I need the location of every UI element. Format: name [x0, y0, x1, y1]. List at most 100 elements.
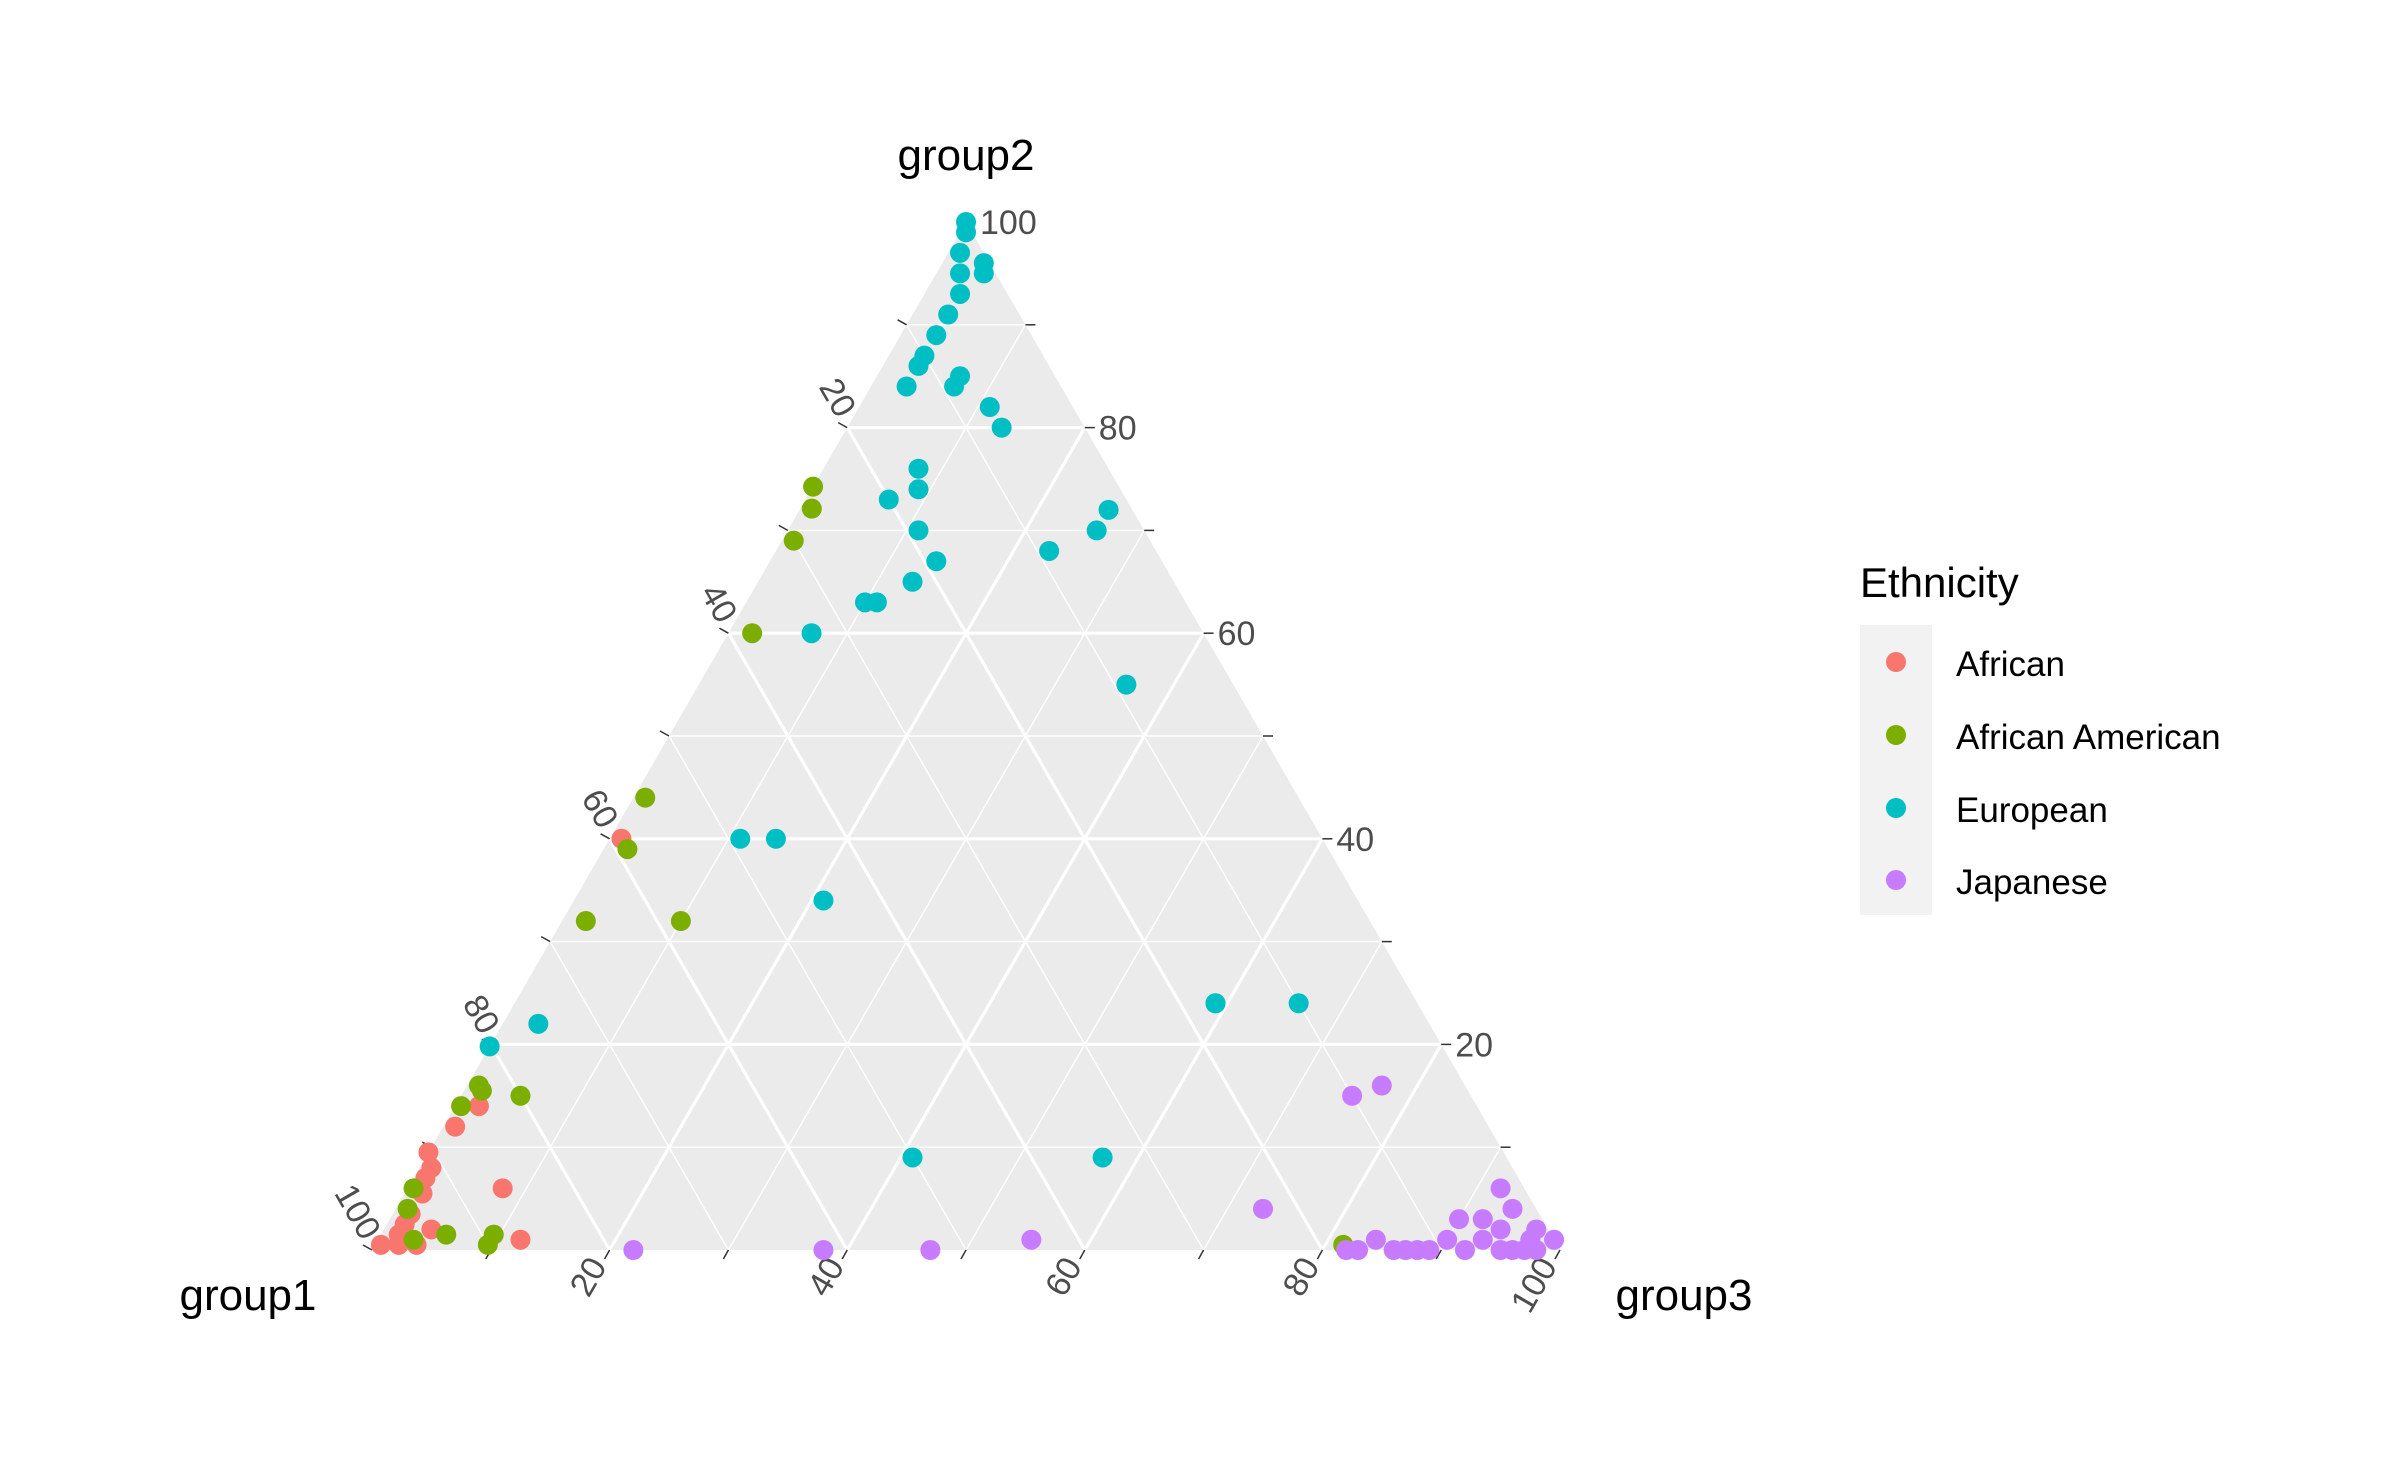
legend-item-european: European: [1886, 791, 2108, 830]
minor-grid-line: [549, 941, 730, 1251]
tick-label-group2: 20: [1455, 1026, 1493, 1064]
tick-label-group3: 100: [1504, 1251, 1565, 1319]
point-european: [878, 489, 899, 510]
point-african-american: [403, 1178, 424, 1199]
point-african-american: [635, 787, 656, 808]
point-european: [1288, 993, 1309, 1014]
tick-mark: [600, 833, 610, 840]
point-african: [445, 1116, 466, 1137]
point-japanese: [1371, 1075, 1392, 1096]
point-european: [956, 222, 976, 243]
point-african-american: [783, 530, 804, 551]
legend-item-african-american: African American: [1886, 718, 2221, 757]
legend-key-african: [1886, 652, 1906, 672]
tick-mark: [778, 524, 789, 532]
point-japanese: [1253, 1198, 1273, 1219]
point-japanese: [1490, 1240, 1511, 1260]
point-african-american: [617, 839, 638, 860]
minor-grid-line: [1202, 941, 1383, 1251]
legend-label-european: European: [1956, 791, 2108, 830]
tick-marks: [362, 221, 1561, 1260]
tick-mark: [540, 935, 551, 943]
point-european: [908, 355, 929, 376]
point-japanese: [1454, 1240, 1475, 1260]
point-african-american: [436, 1224, 457, 1245]
point-european: [479, 1036, 500, 1057]
point-japanese: [1490, 1178, 1511, 1199]
point-european: [1116, 674, 1137, 695]
point-european: [1092, 1147, 1113, 1168]
tick-mark: [1079, 1249, 1086, 1260]
data-points: [370, 212, 1565, 1260]
point-japanese: [1490, 1219, 1511, 1240]
point-japanese: [1336, 1240, 1357, 1260]
minor-grid-line: [430, 1146, 492, 1251]
tick-mark: [1554, 1249, 1561, 1260]
point-african-american: [803, 476, 824, 497]
point-japanese: [1472, 1209, 1493, 1230]
point-african: [370, 1234, 391, 1255]
major-grid: [489, 426, 1443, 1251]
minor-grid: [430, 324, 1502, 1251]
minor-grid-line: [490, 324, 1027, 1251]
point-european: [1205, 993, 1226, 1014]
tick-mark: [1197, 1249, 1205, 1260]
tick-label-group3: 60: [1038, 1251, 1090, 1303]
point-african-american: [575, 911, 596, 932]
major-grid-line: [1083, 837, 1324, 1251]
point-japanese: [1449, 1209, 1470, 1230]
point-european: [813, 890, 834, 911]
point-european: [991, 417, 1012, 438]
tick-mark: [837, 421, 848, 429]
point-african: [421, 1157, 442, 1178]
legend-label-african: African: [1956, 645, 2065, 684]
tick-mark: [362, 1244, 373, 1251]
major-grid-line: [489, 1043, 611, 1251]
point-african-american: [801, 498, 822, 519]
legend-key-japanese: [1886, 870, 1906, 890]
point-european: [896, 376, 917, 397]
point-african-american: [471, 1080, 492, 1101]
minor-grid-line: [727, 530, 1145, 1251]
tick-mark: [841, 1249, 848, 1260]
tick-mark: [722, 1249, 730, 1260]
axis-label-group3: group3: [1615, 1271, 1752, 1320]
tick-label-group2: 40: [1336, 821, 1374, 859]
point-european: [908, 458, 929, 479]
point-african: [468, 1096, 489, 1117]
point-european: [1098, 499, 1119, 520]
point-european: [908, 479, 929, 500]
point-japanese: [1365, 1229, 1386, 1250]
point-european: [973, 263, 994, 284]
point-european: [855, 592, 876, 613]
point-european: [950, 283, 971, 304]
point-european: [926, 325, 947, 346]
major-grid-line: [1321, 1043, 1443, 1251]
point-african-american: [510, 1085, 531, 1106]
legend-label-japanese: Japanese: [1956, 863, 2108, 902]
point-african: [418, 1142, 439, 1163]
point-african-american: [483, 1224, 504, 1245]
point-european: [1086, 520, 1107, 541]
tick-label-group2: 60: [1218, 615, 1256, 653]
point-european: [926, 551, 947, 572]
legend-key-european: [1886, 798, 1906, 818]
point-african-american: [403, 1229, 424, 1250]
point-african: [510, 1229, 531, 1250]
point-european: [765, 828, 786, 849]
tick-label-group3: 80: [1276, 1251, 1328, 1303]
point-european: [938, 304, 959, 325]
point-european: [801, 623, 822, 644]
legend: Ethnicity African African American Europ…: [1860, 559, 2221, 915]
point-japanese: [1437, 1229, 1458, 1250]
point-african-american: [451, 1096, 472, 1117]
point-european: [730, 828, 751, 849]
tick-mark: [897, 319, 907, 326]
legend-item-japanese: Japanese: [1886, 863, 2108, 902]
tick-mark: [603, 1249, 611, 1260]
tick-label-group3: 20: [563, 1251, 615, 1303]
tick-label-group2: 100: [980, 204, 1037, 242]
minor-grid-line: [965, 735, 1264, 1251]
major-grid-line: [727, 632, 1087, 1251]
point-european: [944, 376, 965, 397]
